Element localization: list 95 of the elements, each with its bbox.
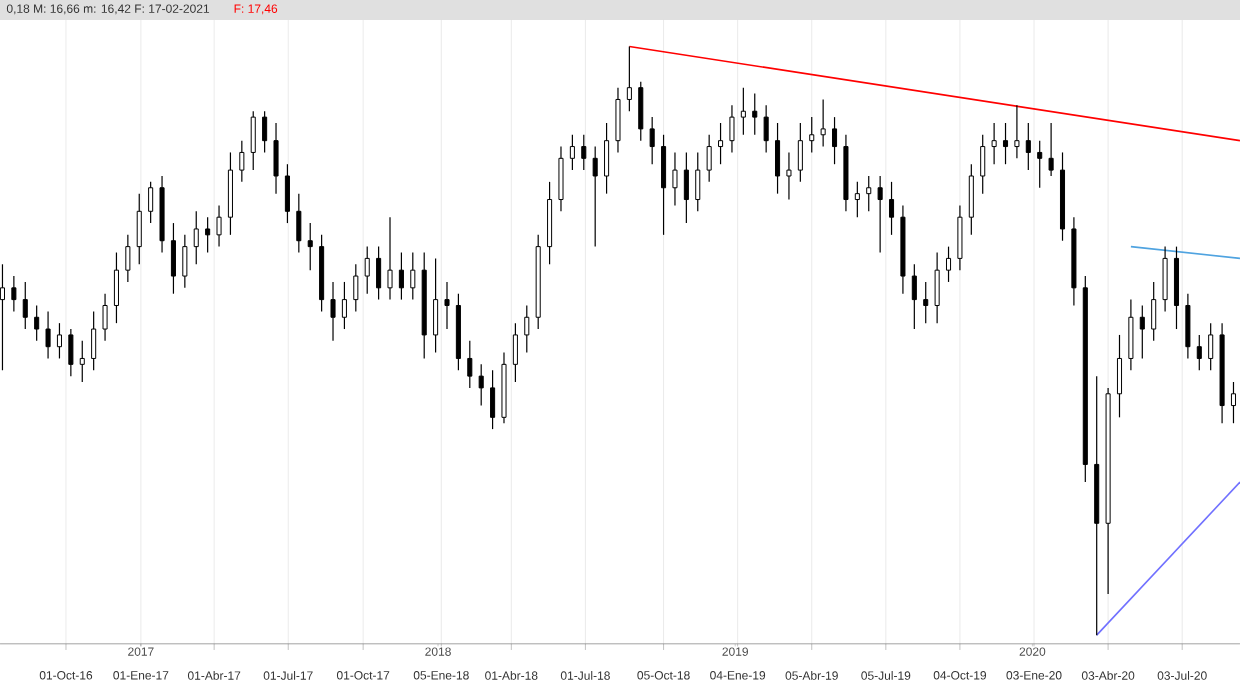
candlestick	[832, 116, 838, 165]
candlestick	[729, 104, 735, 154]
candlestick	[205, 216, 211, 254]
candlestick	[387, 216, 393, 301]
candlestick	[638, 81, 644, 142]
candlestick	[1230, 381, 1237, 424]
candlestick	[364, 246, 370, 295]
candlestick	[558, 145, 564, 212]
candlestick	[1196, 334, 1202, 371]
candlestick	[786, 151, 792, 201]
candlestick	[444, 281, 450, 330]
candlestick	[467, 340, 473, 389]
candlestick	[125, 234, 131, 283]
candlestick	[740, 87, 746, 136]
candlestick	[854, 181, 860, 218]
candlestick	[980, 134, 986, 195]
candlestick	[911, 263, 917, 330]
candlestick	[866, 175, 872, 212]
candlestick	[239, 140, 245, 183]
candlestick	[957, 204, 963, 271]
candlestick	[569, 134, 575, 171]
candlestick	[1151, 281, 1157, 342]
candlestick	[889, 181, 895, 236]
candlestick	[353, 263, 359, 312]
candlestick	[512, 322, 518, 383]
candlestick	[1037, 140, 1043, 189]
candlestick	[68, 328, 74, 377]
candlestick	[649, 116, 655, 165]
candlestick	[1162, 246, 1168, 312]
candlestick	[34, 304, 40, 342]
candlestick	[250, 110, 256, 171]
candlestick	[1002, 122, 1009, 165]
candlestick	[775, 122, 781, 195]
candlestick	[683, 151, 689, 224]
candlestick	[820, 98, 826, 148]
candlestick	[490, 369, 496, 430]
candlestick	[182, 234, 188, 289]
candlestick	[661, 134, 667, 236]
candlestick	[1116, 334, 1123, 418]
candlestick	[91, 310, 97, 371]
candlestick	[398, 251, 404, 301]
candlestick	[136, 193, 142, 265]
candlestick	[1025, 122, 1031, 171]
candlestick	[45, 310, 51, 360]
candlestick	[547, 181, 553, 265]
candlestick	[752, 92, 758, 136]
candlestick	[478, 363, 484, 407]
candlestick	[22, 281, 28, 330]
candlestick	[56, 322, 62, 360]
candlestick	[307, 222, 313, 271]
candlestick	[1139, 304, 1145, 360]
candlestick	[262, 110, 268, 154]
candlestick	[0, 263, 5, 371]
candlestick	[341, 281, 347, 330]
candlestick	[113, 251, 119, 324]
candlestick	[227, 151, 233, 236]
candlestick	[581, 134, 587, 171]
candlestick	[524, 304, 530, 354]
candlestick	[809, 116, 815, 154]
candlestick	[11, 275, 17, 312]
candlestick	[1014, 104, 1020, 159]
candlestick	[923, 281, 929, 324]
candlestick	[284, 163, 290, 224]
candlestick	[934, 251, 940, 324]
candlestick	[296, 193, 302, 254]
candlestick	[1173, 246, 1180, 330]
candlestick	[695, 151, 701, 212]
candlestick	[592, 145, 598, 248]
candlestick	[216, 204, 222, 248]
candlestick	[706, 134, 712, 183]
candlestick	[991, 122, 997, 165]
candlestick	[1048, 122, 1054, 177]
candlestick	[79, 340, 85, 383]
candlestick	[763, 104, 769, 154]
candlestick	[877, 175, 883, 254]
candlestick	[433, 257, 439, 354]
candlestick	[273, 122, 279, 195]
candlestick	[615, 87, 621, 154]
candlestick	[945, 246, 952, 283]
candlestick	[1185, 293, 1191, 360]
candlestick	[604, 122, 610, 195]
candlestick	[193, 210, 199, 265]
candlestick	[797, 122, 803, 183]
candlestick	[1128, 299, 1134, 371]
candlestick	[330, 281, 336, 342]
candlestick	[102, 293, 108, 342]
candlestick	[376, 246, 382, 301]
candlestick	[672, 151, 678, 207]
candlestick	[718, 122, 724, 165]
candlestick	[626, 45, 632, 112]
candlestick	[170, 222, 176, 295]
candlestick	[968, 163, 974, 236]
candlestick	[1208, 322, 1214, 371]
candlestick	[410, 251, 416, 301]
candlestick	[148, 181, 154, 224]
